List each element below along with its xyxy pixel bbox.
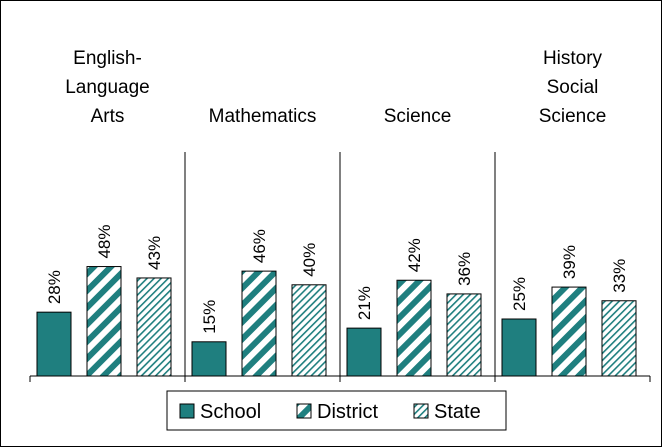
category-label: Arts bbox=[91, 106, 125, 127]
value-label: 46% bbox=[250, 229, 269, 263]
category-label: English- bbox=[73, 48, 142, 69]
value-label: 39% bbox=[560, 245, 579, 279]
value-label: 40% bbox=[300, 243, 319, 277]
value-label: 25% bbox=[510, 277, 529, 311]
legend-swatch-school bbox=[179, 403, 195, 419]
bar-school bbox=[501, 318, 537, 377]
category-label: History bbox=[543, 48, 603, 69]
bar-district bbox=[396, 279, 432, 377]
value-label: 33% bbox=[610, 259, 629, 293]
bar-state bbox=[291, 284, 327, 377]
category-label: Science bbox=[384, 106, 452, 127]
legend-swatch-state bbox=[413, 403, 429, 419]
bar-district bbox=[241, 270, 277, 377]
legend-swatch-district bbox=[296, 403, 312, 419]
bar-school bbox=[36, 311, 72, 377]
category-label: Social bbox=[547, 77, 599, 98]
value-label: 48% bbox=[95, 225, 114, 259]
legend-label-state: State bbox=[434, 401, 481, 423]
bar-district bbox=[551, 286, 587, 377]
bar-school bbox=[191, 341, 227, 377]
plot-area: English- Language Arts Mathematics Science Hi… bbox=[29, 48, 651, 382]
category-label: Science bbox=[539, 106, 607, 127]
bar-state bbox=[601, 300, 637, 377]
value-label: 15% bbox=[200, 300, 219, 334]
legend-label-district: District bbox=[317, 401, 379, 423]
bar-district bbox=[86, 266, 122, 377]
category-label: Language bbox=[65, 77, 150, 98]
legend-label-school: School bbox=[200, 401, 261, 423]
category-label: Mathematics bbox=[209, 106, 317, 127]
value-label: 21% bbox=[355, 286, 374, 320]
value-label: 42% bbox=[405, 238, 424, 272]
legend-box bbox=[166, 390, 507, 431]
value-label: 28% bbox=[45, 270, 64, 304]
value-label: 36% bbox=[455, 252, 474, 286]
bar-state bbox=[136, 277, 172, 377]
value-label: 43% bbox=[145, 236, 164, 270]
bar-school bbox=[346, 327, 382, 377]
bar-state bbox=[446, 293, 482, 377]
legend: School District State bbox=[166, 390, 507, 431]
